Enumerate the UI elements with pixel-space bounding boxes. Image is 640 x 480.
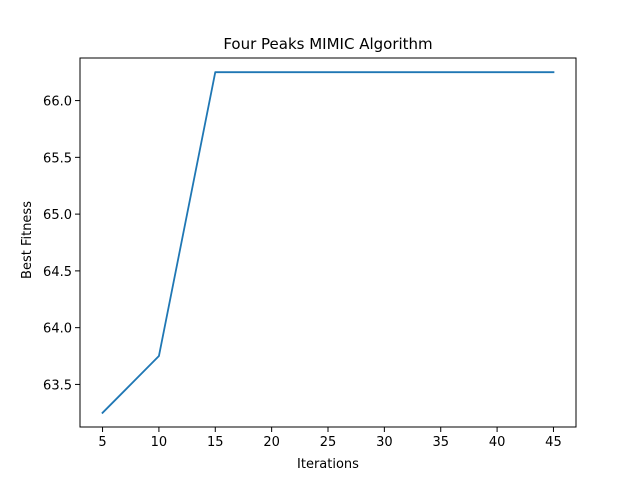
chart-title: Four Peaks MIMIC Algorithm [223, 35, 432, 53]
y-tick-label: 64.0 [43, 322, 72, 337]
y-tick-label: 65.5 [43, 151, 72, 166]
y-tick-label: 66.0 [43, 95, 72, 110]
x-tick-label: 20 [263, 435, 280, 450]
x-tick-label: 30 [376, 435, 393, 450]
y-axis-label: Best Fitness [20, 201, 35, 279]
x-tick-label: 40 [489, 435, 506, 450]
x-tick-label: 35 [432, 435, 449, 450]
x-tick-label: 10 [151, 435, 168, 450]
y-tick-label: 63.5 [43, 378, 72, 393]
y-tick-label: 65.0 [43, 208, 72, 223]
plot-area: 5 10 15 20 25 30 35 40 45 63.5 64.0 64.5 65.0 65.5 66.… [43, 57, 577, 450]
y-tick-label: 64.5 [43, 265, 72, 280]
x-tick-label: 5 [98, 435, 106, 450]
x-tick-label: 25 [320, 435, 337, 450]
x-tick-label: 15 [207, 435, 224, 450]
x-axis-label: Iterations [297, 457, 359, 472]
axes-frame [79, 57, 577, 428]
series-line-0 [101, 71, 555, 415]
x-tick-label: 45 [545, 435, 562, 450]
